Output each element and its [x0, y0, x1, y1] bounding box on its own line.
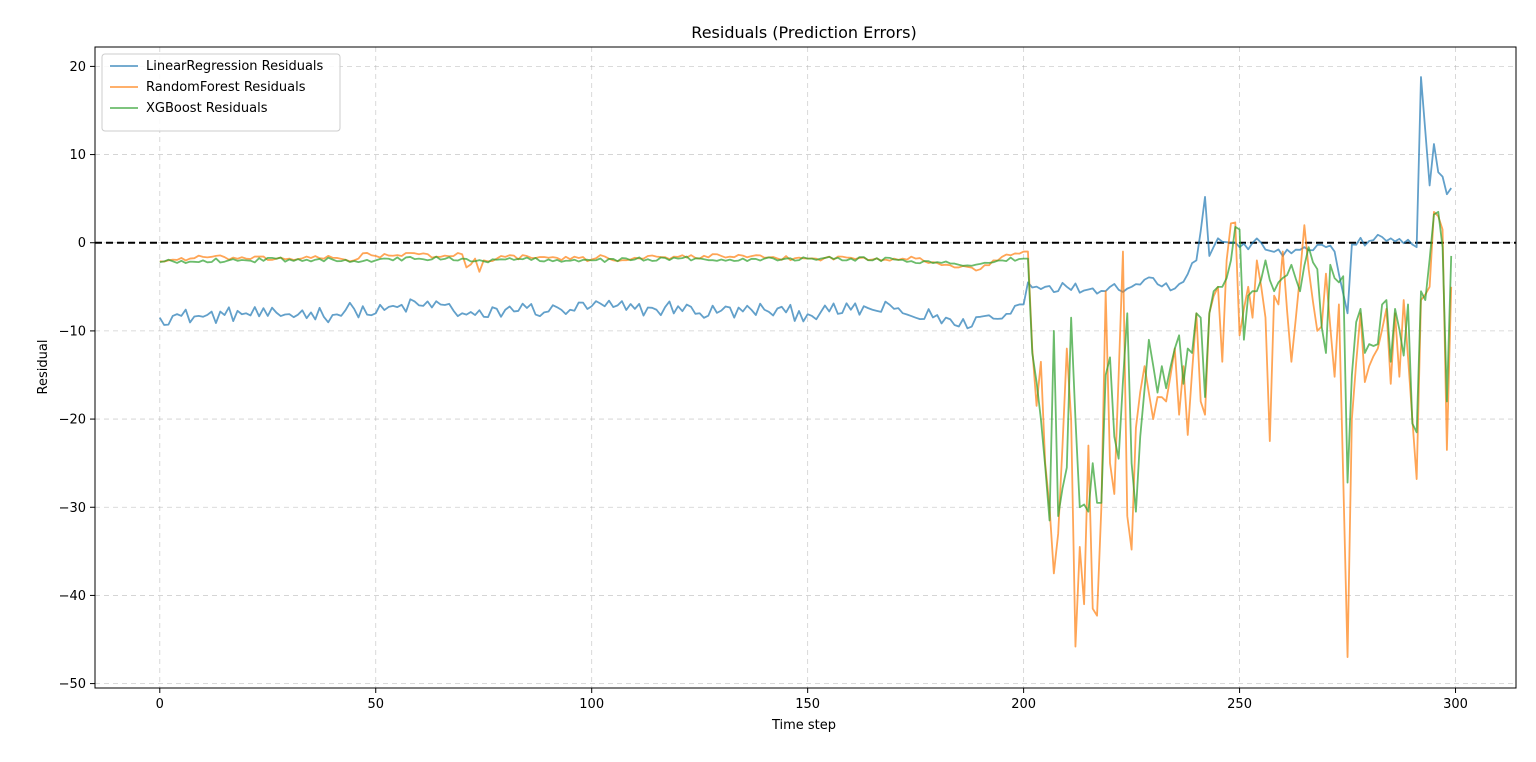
legend-label-3: XGBoost Residuals	[146, 101, 268, 116]
plot-frame	[94, 46, 1517, 689]
y-tick-label: 20	[69, 60, 86, 75]
axes: 0 50 100 150 200 250 300 −50 −40 −30 −20 −10 0 10 20	[59, 46, 1517, 712]
x-tick-label: 250	[1227, 697, 1252, 712]
y-tick-label: −40	[59, 589, 86, 604]
series-lines	[159, 76, 1453, 659]
x-tick-label: 50	[367, 697, 384, 712]
x-tick-label: 150	[795, 697, 820, 712]
x-tick-label: 200	[1011, 697, 1036, 712]
legend-box	[101, 53, 341, 132]
y-tick-label: 10	[69, 148, 86, 163]
x-tick-label: 0	[156, 697, 164, 712]
y-tick-label: −10	[59, 324, 86, 339]
y-tick-label: 0	[78, 236, 86, 251]
y-tick-label: −20	[59, 413, 86, 428]
legend: LinearRegression Residuals RandomForest R…	[101, 53, 341, 132]
x-axis-label: Time step	[771, 718, 836, 733]
chart-title: Residuals (Prediction Errors)	[691, 23, 916, 42]
x-tick-label: 300	[1443, 697, 1468, 712]
legend-label-2: RandomForest Residuals	[146, 80, 306, 95]
y-tick-label: −30	[59, 501, 86, 516]
y-axis-label: Residual	[36, 340, 51, 395]
legend-label-1: LinearRegression Residuals	[146, 59, 324, 74]
y-tick-label: −50	[59, 677, 86, 692]
x-tick-label: 100	[579, 697, 604, 712]
series-line-3	[159, 210, 1453, 522]
